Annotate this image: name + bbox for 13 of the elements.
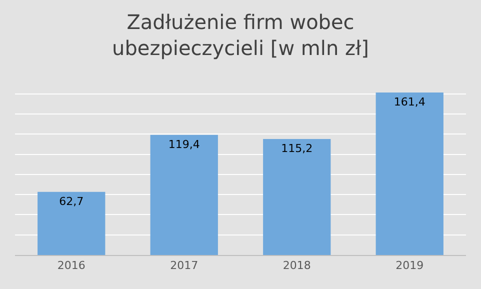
data-label: 161,4	[394, 96, 426, 109]
data-label: 62,7	[59, 194, 84, 208]
chart-title: Zadłużenie firm wobec ubezpieczycieli [w mln zł]	[112, 10, 369, 60]
bar	[376, 92, 444, 255]
bar	[263, 139, 331, 255]
x-tick-label: 2016	[57, 259, 86, 272]
x-tick-label: 2019	[396, 259, 424, 272]
x-tick-label: 2018	[282, 259, 311, 272]
bar	[150, 134, 218, 255]
data-label: 119,4	[168, 138, 200, 151]
bar	[38, 192, 106, 255]
x-tick-label: 2017	[170, 259, 198, 272]
data-label: 115,2	[281, 142, 313, 156]
